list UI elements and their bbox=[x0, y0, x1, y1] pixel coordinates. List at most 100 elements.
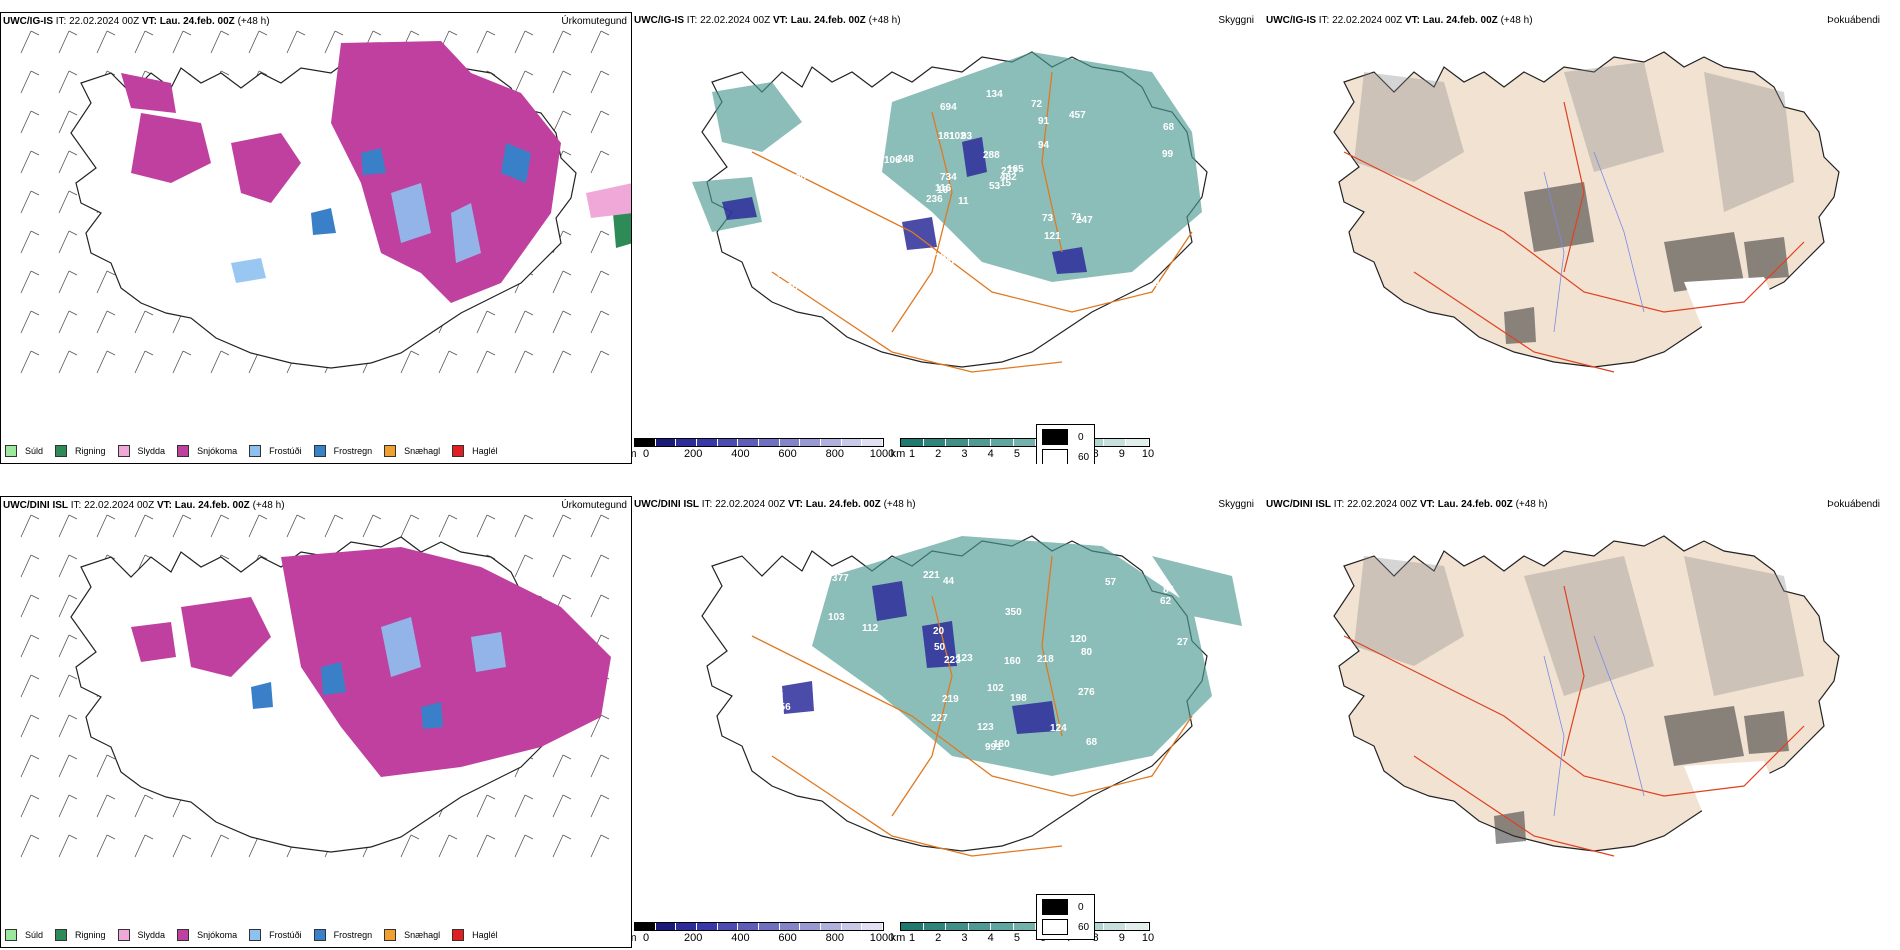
iceland-precip-map bbox=[20, 514, 611, 858]
cloud-base-label: 160 bbox=[993, 739, 1010, 750]
colorbar-tick: 400 bbox=[731, 448, 750, 460]
cloud-base-label: 510 bbox=[802, 129, 819, 140]
iceland-fog-map bbox=[1333, 51, 1840, 373]
cloud-base-label: 991 bbox=[985, 742, 1002, 753]
wind-barb bbox=[552, 350, 572, 374]
wind-barb bbox=[476, 794, 496, 818]
colorbar-cell bbox=[968, 923, 992, 930]
cloud-base-label: 50 bbox=[934, 642, 946, 653]
clear-area bbox=[1684, 761, 1784, 816]
wind-barb bbox=[552, 554, 572, 578]
wind-barb bbox=[96, 754, 116, 778]
cloud-base-label: 213 bbox=[806, 757, 823, 768]
cloud-base-label: 117 bbox=[859, 754, 876, 765]
cloud-base-label: 120 bbox=[1070, 634, 1087, 645]
cloud-base-label: 150 bbox=[935, 252, 952, 263]
cloud-base-label: 188 bbox=[1087, 768, 1104, 779]
fog-legend-label: 60 bbox=[1078, 921, 1090, 933]
wind-barb bbox=[590, 110, 610, 134]
fog-light bbox=[1354, 556, 1804, 696]
legend-swatch bbox=[5, 929, 17, 941]
colorbar-cell bbox=[1103, 923, 1127, 930]
wind-barb bbox=[58, 794, 78, 818]
wind-barb bbox=[400, 514, 420, 538]
cloud-base-label: 68 bbox=[1163, 122, 1175, 133]
cloud-base-label: 350 bbox=[1005, 607, 1022, 618]
wind-barb bbox=[20, 834, 40, 858]
legend-item: Slydda bbox=[117, 929, 165, 941]
cloud-base-label: 99 bbox=[1162, 149, 1174, 160]
wind-barb bbox=[590, 230, 610, 254]
cloud-base-label: 377 bbox=[832, 573, 849, 584]
colorbar-tick: 0 bbox=[642, 448, 650, 460]
snow-areas bbox=[131, 547, 611, 777]
legend-swatch bbox=[55, 445, 68, 457]
low-cloud-shading bbox=[722, 137, 1087, 274]
cloud-base-label: 457 bbox=[1069, 110, 1086, 121]
panel-title: Þokuábendi bbox=[1827, 15, 1880, 26]
cloud-base-label: 80 bbox=[1081, 647, 1093, 658]
wind-barb bbox=[58, 514, 78, 538]
iceland-cloud-map: 1110161727710729391534110190682369498181… bbox=[692, 51, 1208, 373]
wind-barb bbox=[552, 70, 572, 94]
colorbar-cells bbox=[900, 438, 1150, 447]
wind-barb bbox=[590, 554, 610, 578]
wind-barb bbox=[552, 310, 572, 334]
colorbar-tick: 2 bbox=[935, 448, 942, 460]
wind-barb bbox=[134, 30, 154, 54]
wind-barb bbox=[590, 30, 610, 54]
cloud-base-label: 53 bbox=[989, 181, 1001, 192]
cloud-base-label: 317 bbox=[1125, 764, 1142, 775]
cloud-base-label: 95 bbox=[772, 688, 784, 699]
wind-barb bbox=[552, 834, 572, 858]
cloud-base-label: 227 bbox=[931, 713, 948, 724]
wind-barb bbox=[172, 350, 192, 374]
wind-barb bbox=[20, 350, 40, 374]
cloud-base-label: 15 bbox=[1000, 178, 1012, 189]
colorbar-tick: 4 bbox=[987, 932, 994, 944]
precip-legend: Súld Rigning Slydda Snjókoma Frostúði Frostre… bbox=[5, 445, 510, 457]
colorbar-tick: 5 bbox=[1013, 932, 1020, 944]
wind-barb bbox=[324, 30, 344, 54]
freezing-drizzle-areas bbox=[231, 183, 481, 283]
wind-barb bbox=[210, 30, 230, 54]
wind-barb bbox=[476, 834, 496, 858]
colorbar-unit: m bbox=[632, 932, 637, 944]
legend-swatch bbox=[117, 929, 130, 941]
colorbar-tick: 200 bbox=[684, 448, 703, 460]
wind-barb bbox=[552, 794, 572, 818]
cloud-base-label: 221 bbox=[923, 570, 940, 581]
wind-barb bbox=[20, 110, 40, 134]
colorbar-cell bbox=[738, 439, 760, 446]
cloud-base-label: 102 bbox=[987, 683, 1004, 694]
panel-title: Úrkomutegund bbox=[561, 500, 627, 511]
colorbar-cell bbox=[1103, 439, 1127, 446]
cloud-base-label: 92 bbox=[1120, 278, 1132, 289]
wind-barb bbox=[134, 310, 154, 334]
fog-legend-label: 60 bbox=[1078, 451, 1090, 463]
legend-label: Snæhagl bbox=[404, 446, 441, 456]
wind-barb bbox=[58, 270, 78, 294]
colorbar-tick: 0 bbox=[642, 932, 650, 944]
panel-header: UWC/IG-IS IT: 22.02.2024 00Z VT: Lau. 24… bbox=[1266, 15, 1533, 26]
wind-barb bbox=[552, 270, 572, 294]
cloud-base-label: 223 bbox=[944, 655, 961, 666]
colorbar-cell bbox=[1013, 923, 1037, 930]
colorbar-cell bbox=[901, 439, 924, 446]
wind-barb bbox=[514, 794, 534, 818]
cloud-base-label: 91 bbox=[1038, 116, 1050, 127]
colorbar-tick: 8 bbox=[1092, 932, 1099, 944]
wind-barb bbox=[20, 70, 40, 94]
wind-barb bbox=[476, 514, 496, 538]
cloud-base-label: 68 bbox=[1086, 737, 1098, 748]
wind-barb bbox=[134, 350, 154, 374]
cloud-base-label: 100 bbox=[756, 603, 773, 614]
legend-swatch bbox=[5, 445, 17, 457]
rivers bbox=[1543, 151, 1645, 333]
cloud-base-label: 24 bbox=[1177, 753, 1189, 764]
cloud-base-label: 17 bbox=[777, 260, 789, 271]
fog-legend-row: 0 bbox=[1042, 429, 1089, 445]
colorbar-cell bbox=[946, 439, 969, 446]
wind-barb bbox=[58, 110, 78, 134]
colorbar-cell bbox=[821, 439, 842, 446]
